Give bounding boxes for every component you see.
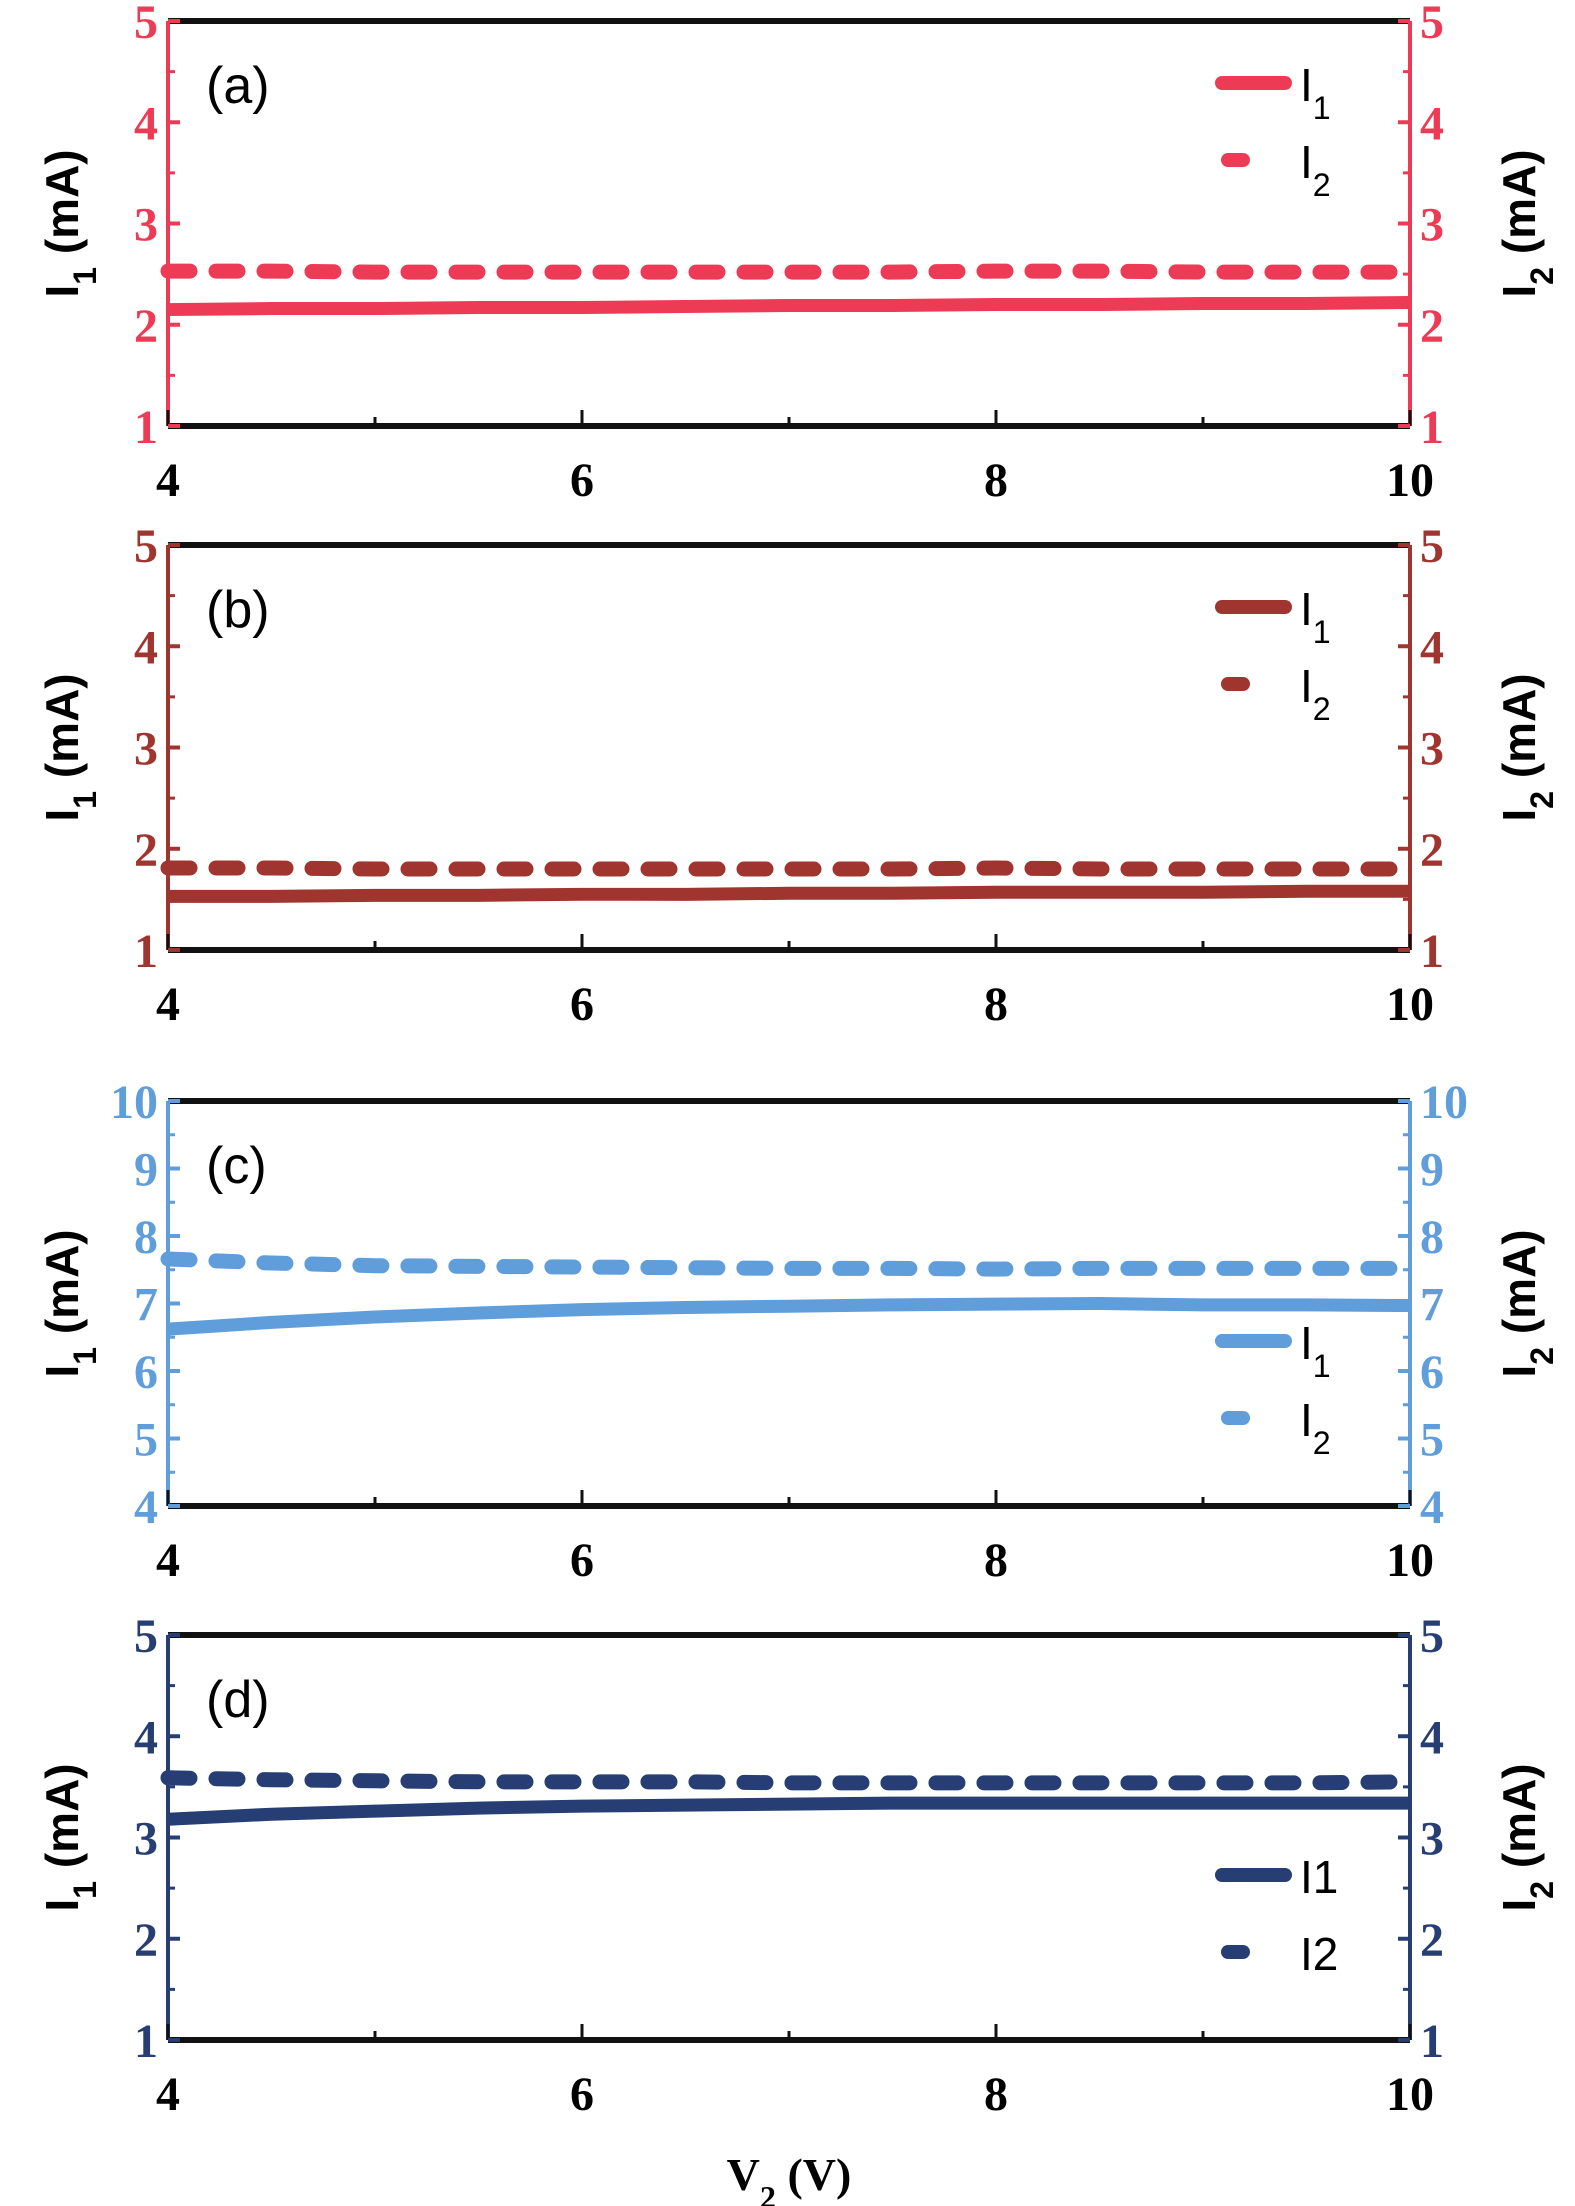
series-i1-line (167, 1297, 1411, 1336)
y-left-tick-label: 5 (134, 1610, 158, 1663)
y-right-tick-label: 9 (1420, 1144, 1444, 1197)
legend-label-i1: I1 (1300, 1851, 1338, 1903)
y-right-tick-label: 8 (1420, 1211, 1444, 1264)
y-right-tick-label: 10 (1420, 1076, 1468, 1129)
y-left-axis-label: I1 (mA) (36, 149, 103, 297)
y-left-axis-label: I1 (mA) (36, 1763, 103, 1911)
y-left-tick-label: 5 (134, 0, 158, 49)
series-i1-line (167, 1796, 1410, 1826)
legend-label-i1: I1 (1300, 1317, 1331, 1384)
y-left-tick-label: 3 (134, 199, 158, 252)
y-left-tick-label: 1 (134, 925, 158, 978)
y-left-tick-label: 10 (110, 1076, 158, 1129)
y-left-tick-label: 7 (134, 1279, 158, 1332)
x-tick-label: 8 (984, 1534, 1008, 1587)
x-tick-label: 10 (1386, 2068, 1434, 2121)
y-right-axis-label: I2 (mA) (1493, 673, 1560, 821)
x-axis-label: V2 (V) (727, 2149, 852, 2206)
y-left-tick-label: 4 (134, 621, 158, 674)
y-right-tick-label: 5 (1420, 520, 1444, 573)
y-right-tick-label: 5 (1420, 1414, 1444, 1467)
y-left-tick-label: 4 (134, 1481, 158, 1534)
x-tick-label: 8 (984, 2068, 1008, 2121)
x-tick-label: 10 (1386, 454, 1434, 507)
y-right-tick-label: 2 (1420, 300, 1444, 353)
x-tick-label: 10 (1386, 978, 1434, 1031)
y-right-tick-label: 3 (1420, 723, 1444, 776)
series-i2-line (160, 1770, 1418, 1791)
y-left-tick-label: 8 (134, 1211, 158, 1264)
y-left-axis-label: I1 (mA) (36, 1229, 103, 1377)
y-right-tick-label: 3 (1420, 199, 1444, 252)
y-right-tick-label: 6 (1420, 1346, 1444, 1399)
y-right-tick-label: 1 (1420, 925, 1444, 978)
y-left-axis-label: I1 (mA) (36, 673, 103, 821)
legend-label-i1: I1 (1300, 59, 1331, 126)
series-i2-line (160, 1251, 1418, 1277)
series-i1-line (168, 884, 1410, 903)
y-right-tick-label: 5 (1420, 0, 1444, 49)
legend-label-i2: I2 (1300, 1928, 1338, 1980)
y-right-tick-label: 1 (1420, 401, 1444, 454)
y-right-tick-label: 1 (1420, 2015, 1444, 2068)
y-right-tick-label: 4 (1420, 97, 1444, 150)
x-tick-label: 4 (156, 2068, 180, 2121)
x-tick-label: 4 (156, 1534, 180, 1587)
y-right-axis-label: I2 (mA) (1493, 1763, 1560, 1911)
y-left-tick-label: 6 (134, 1346, 158, 1399)
x-tick-label: 8 (984, 978, 1008, 1031)
y-left-tick-label: 1 (134, 2015, 158, 2068)
y-left-tick-label: 2 (134, 1914, 158, 1967)
y-left-tick-label: 9 (134, 1144, 158, 1197)
panel-label: (d) (206, 1671, 270, 1729)
x-tick-label: 4 (156, 978, 180, 1031)
y-right-tick-label: 2 (1420, 824, 1444, 877)
series-i2-line (160, 263, 1418, 280)
y-right-tick-label: 4 (1420, 621, 1444, 674)
x-tick-label: 6 (570, 1534, 594, 1587)
legend-label-i2: I2 (1300, 1394, 1331, 1461)
y-right-axis-label: I2 (mA) (1493, 1229, 1560, 1377)
y-left-tick-label: 1 (134, 401, 158, 454)
y-right-tick-label: 4 (1420, 1481, 1444, 1534)
y-left-tick-label: 5 (134, 1414, 158, 1467)
y-left-tick-label: 2 (134, 300, 158, 353)
panel-label: (a) (206, 57, 270, 115)
y-right-tick-label: 3 (1420, 1813, 1444, 1866)
y-left-tick-label: 2 (134, 824, 158, 877)
y-right-axis-label: I2 (mA) (1493, 149, 1560, 297)
panel-label: (c) (206, 1137, 267, 1195)
x-tick-label: 4 (156, 454, 180, 507)
y-left-tick-label: 3 (134, 723, 158, 776)
y-right-tick-label: 7 (1420, 1279, 1444, 1332)
series-i2-line (160, 860, 1418, 877)
y-right-tick-label: 2 (1420, 1914, 1444, 1967)
legend-label-i1: I1 (1300, 583, 1331, 650)
x-tick-label: 6 (570, 978, 594, 1031)
panel-label: (b) (206, 581, 270, 639)
y-left-tick-label: 4 (134, 97, 158, 150)
y-left-tick-label: 3 (134, 1813, 158, 1866)
x-tick-label: 8 (984, 454, 1008, 507)
y-left-tick-label: 5 (134, 520, 158, 573)
series-i1-line (167, 295, 1411, 317)
x-tick-label: 6 (570, 2068, 594, 2121)
y-right-tick-label: 4 (1420, 1711, 1444, 1764)
x-tick-label: 10 (1386, 1534, 1434, 1587)
legend-label-i2: I2 (1300, 660, 1331, 727)
y-left-tick-label: 4 (134, 1711, 158, 1764)
y-right-tick-label: 5 (1420, 1610, 1444, 1663)
legend-label-i2: I2 (1300, 136, 1331, 203)
x-tick-label: 6 (570, 454, 594, 507)
